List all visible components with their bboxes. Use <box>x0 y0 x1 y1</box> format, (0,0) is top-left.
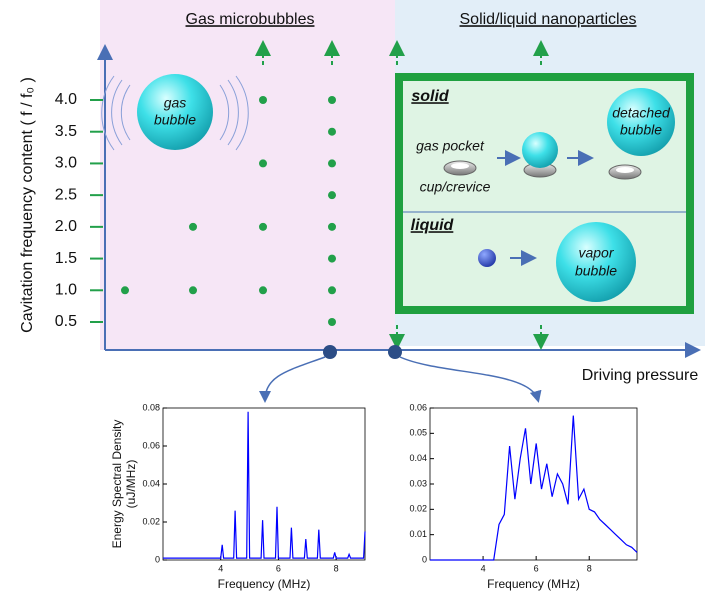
y-tick-label: 0.02 <box>142 516 160 526</box>
harmonic-dot <box>328 191 336 199</box>
x-tick-label: 8 <box>334 563 339 573</box>
bubble-label: bubble <box>154 112 196 128</box>
y-tick-label: 0.5 <box>55 313 77 330</box>
y-tick-label: 0.08 <box>142 402 160 412</box>
cup-label: cup/crevice <box>420 179 491 195</box>
y-tick-label: 0.06 <box>409 402 427 412</box>
link-arrows <box>265 357 538 400</box>
harmonic-dot <box>121 286 129 294</box>
y-tick-label: 3.0 <box>55 155 77 172</box>
x-axis-label: Driving pressure <box>582 367 699 384</box>
x-tick-label: 6 <box>534 563 539 573</box>
y-tick-label: 2.0 <box>55 218 77 235</box>
liquid-title: liquid <box>411 217 455 234</box>
figure: Gas microbubbles Solid/liquid nanopartic… <box>0 0 705 594</box>
growing-bubble <box>522 132 558 168</box>
y-tick-label: 0.02 <box>409 504 427 514</box>
y-tick-label: 0.04 <box>409 453 427 463</box>
harmonic-dot <box>259 286 267 294</box>
detached-label: detached <box>612 105 671 121</box>
y-axis-label: Cavitation frequency content ( f / f₀ ) <box>19 77 36 333</box>
x-tick-label: 6 <box>276 563 281 573</box>
harmonic-dot <box>328 318 336 326</box>
droplet <box>478 249 496 267</box>
y-tick-label: 3.5 <box>55 123 77 140</box>
harmonic-dot <box>189 286 197 294</box>
harmonic-dot <box>259 223 267 231</box>
y-tick-label: 1.5 <box>55 250 77 267</box>
x-tick-label: 4 <box>218 563 223 573</box>
y-tick-label: 0.03 <box>409 478 427 488</box>
y-tick-label: 0.04 <box>142 478 160 488</box>
plot-frame <box>163 408 365 560</box>
y-axis-label: (uJ/MHz) <box>124 460 138 509</box>
y-tick-label: 0.05 <box>409 428 427 438</box>
y-axis-label: Energy Spectral Density <box>110 420 124 549</box>
pressure-point <box>388 345 402 359</box>
y-tick-label: 4.0 <box>55 91 77 108</box>
y-tick-label: 0.06 <box>142 440 160 450</box>
x-axis-label: Frequency (MHz) <box>218 577 311 591</box>
x-tick-label: 8 <box>587 563 592 573</box>
harmonic-dot <box>189 223 197 231</box>
vapor-label: vapor <box>578 245 614 261</box>
bubble-label: gas <box>164 95 187 111</box>
header-right: Solid/liquid nanoparticles <box>460 11 637 28</box>
harmonic-dot <box>328 128 336 136</box>
x-axis-label: Frequency (MHz) <box>487 577 580 591</box>
harmonic-dot <box>259 96 267 104</box>
vapor-label: bubble <box>575 263 617 279</box>
plot-frame <box>430 408 637 560</box>
y-tick-label: 1.0 <box>55 282 77 299</box>
y-tick-label: 0 <box>422 554 427 564</box>
solid-title: solid <box>411 88 450 105</box>
harmonic-dot <box>328 159 336 167</box>
harmonic-dot <box>328 96 336 104</box>
detached-label: bubble <box>620 122 662 138</box>
harmonic-dot <box>328 255 336 263</box>
gas-pocket-label: gas pocket <box>416 138 485 154</box>
gas-region <box>100 0 395 350</box>
y-tick-label: 0.01 <box>409 529 427 539</box>
harmonic-dot <box>328 223 336 231</box>
header-left: Gas microbubbles <box>186 11 315 28</box>
y-tick-label: 0 <box>155 554 160 564</box>
harmonic-dot <box>259 159 267 167</box>
pressure-point <box>323 345 337 359</box>
x-tick-label: 4 <box>481 563 486 573</box>
y-tick-label: 2.5 <box>55 186 77 203</box>
harmonic-dot <box>328 286 336 294</box>
